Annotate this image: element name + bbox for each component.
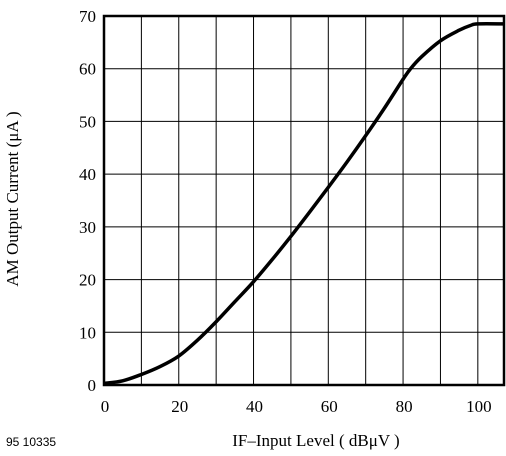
y-axis-label: AM Output Current (μA ) — [3, 111, 22, 286]
y-tick-label: 30 — [79, 218, 96, 237]
x-tick-label: 100 — [466, 397, 492, 416]
series-line — [103, 22, 505, 386]
x-tick-label: 80 — [396, 397, 413, 416]
grid — [104, 16, 504, 385]
tick-labels: 0 20 40 60 80 100 0 10 20 30 40 50 60 70 — [79, 7, 492, 416]
y-tick-label: 50 — [79, 112, 96, 131]
plot-frame — [102, 14, 506, 387]
x-tick-label: 60 — [321, 397, 338, 416]
figure-id: 95 10335 — [6, 435, 56, 449]
x-tick-label: 20 — [171, 397, 188, 416]
x-tick-label: 40 — [246, 397, 263, 416]
plot-area — [103, 22, 505, 386]
x-axis-label: IF–Input Level ( dBμV ) — [232, 431, 399, 450]
y-tick-label: 20 — [79, 271, 96, 290]
y-tick-label: 10 — [79, 323, 96, 342]
y-tick-label: 40 — [79, 165, 96, 184]
y-tick-label: 70 — [79, 7, 96, 26]
y-tick-label: 60 — [79, 60, 96, 79]
y-tick-label: 0 — [88, 376, 97, 395]
x-tick-label: 0 — [101, 397, 110, 416]
